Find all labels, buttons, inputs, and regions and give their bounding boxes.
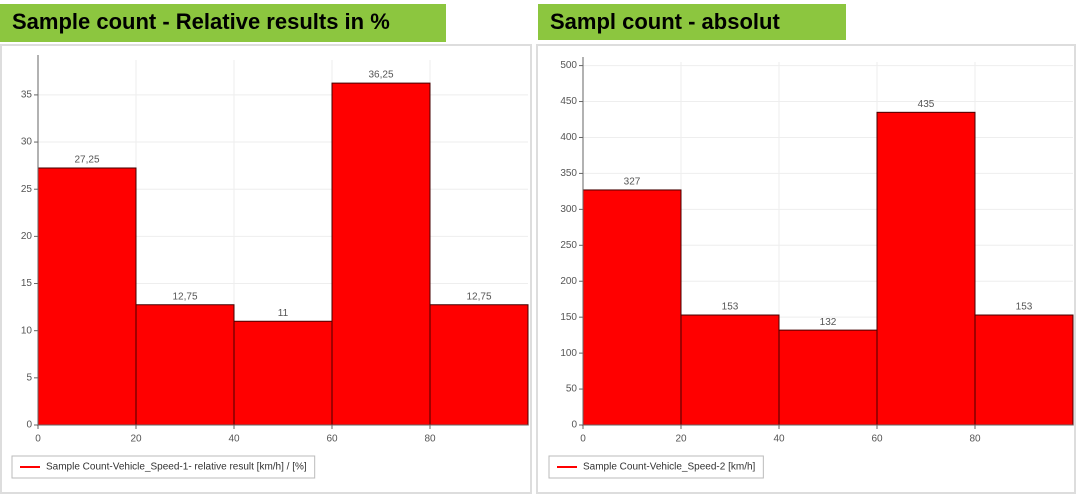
y-tick-label: 500 <box>560 60 577 71</box>
y-tick-label: 350 <box>560 168 577 179</box>
y-tick-label: 25 <box>21 184 33 195</box>
chart-title: Sampl count - absolut <box>538 4 846 40</box>
bar <box>778 329 878 426</box>
y-tick-label: 35 <box>21 90 33 101</box>
data-label: 327 <box>624 177 641 188</box>
y-tick-label: 150 <box>560 312 577 323</box>
y-tick-label: 10 <box>21 325 33 336</box>
x-tick-label: 60 <box>871 434 883 445</box>
y-tick-label: 100 <box>560 348 577 359</box>
y-tick-label: 400 <box>560 132 577 143</box>
y-tick-label: 5 <box>26 372 32 383</box>
bar <box>37 167 137 426</box>
data-label: 153 <box>722 302 739 313</box>
x-tick-label: 0 <box>35 434 41 445</box>
x-tick-label: 80 <box>969 434 981 445</box>
x-tick-label: 20 <box>675 434 687 445</box>
bar <box>135 304 235 426</box>
bar <box>974 314 1074 426</box>
legend-box <box>548 455 764 479</box>
x-tick-label: 0 <box>580 434 586 445</box>
data-label: 11 <box>278 308 289 319</box>
y-tick-label: 0 <box>26 420 32 431</box>
chart-title: Sample count - Relative results in % <box>0 4 446 42</box>
x-tick-label: 20 <box>130 434 142 445</box>
data-label: 153 <box>1016 302 1033 313</box>
x-tick-label: 40 <box>228 434 240 445</box>
bar <box>429 304 529 426</box>
legend-label: Sample Count-Vehicle_Speed-1- relative r… <box>46 462 307 473</box>
data-label: 435 <box>918 99 935 110</box>
y-tick-label: 200 <box>560 276 577 287</box>
legend-label: Sample Count-Vehicle_Speed-2 [km/h] <box>583 462 756 473</box>
y-tick-label: 0 <box>571 420 577 431</box>
y-tick-label: 250 <box>560 240 577 251</box>
y-tick-label: 30 <box>21 137 33 148</box>
y-tick-label: 300 <box>560 204 577 215</box>
bar <box>331 82 431 426</box>
y-tick-label: 20 <box>21 231 33 242</box>
y-tick-label: 15 <box>21 278 33 289</box>
data-label: 12,75 <box>466 291 491 302</box>
x-tick-label: 40 <box>773 434 785 445</box>
y-tick-label: 50 <box>566 384 578 395</box>
legend-box <box>11 455 316 479</box>
x-tick-label: 60 <box>326 434 338 445</box>
bar <box>876 111 976 426</box>
bar <box>582 189 682 426</box>
data-label: 36,25 <box>368 70 393 81</box>
data-label: 132 <box>820 317 837 328</box>
x-tick-label: 80 <box>424 434 436 445</box>
bar <box>680 314 780 426</box>
bar <box>233 320 333 426</box>
data-label: 27,25 <box>74 155 99 166</box>
data-label: 12,75 <box>172 291 197 302</box>
y-tick-label: 450 <box>560 96 577 107</box>
